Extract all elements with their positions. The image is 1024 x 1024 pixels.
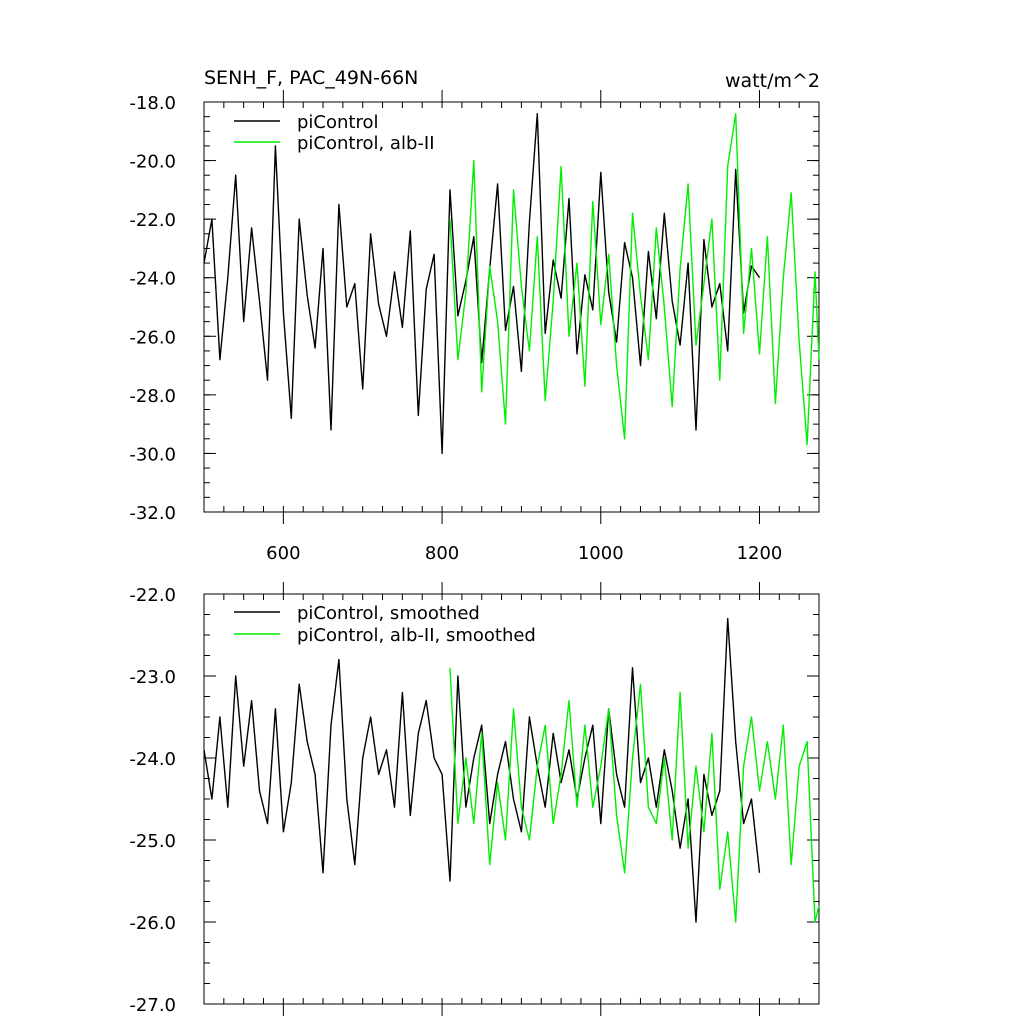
x-tick-label: 1000: [578, 543, 624, 564]
units-label: watt/m^2: [725, 70, 820, 92]
y-tick-label: -22.0: [129, 210, 176, 231]
series-line-alb-ii: [449, 667, 820, 923]
axis-ticks: [204, 90, 820, 524]
legend-label-picontrol-smoothed: piControl, smoothed: [297, 603, 480, 624]
legend: piControl, smoothed piControl, alb-II, s…: [234, 603, 536, 646]
y-tick-label: -20.0: [129, 152, 176, 173]
legend-label-alb: piControl, alb-II: [297, 133, 435, 154]
y-tick-label: -18.0: [129, 93, 176, 114]
y-tick-label: -28.0: [129, 386, 176, 407]
plot-frame: [203, 593, 820, 1005]
bottom-panel: -22.0 -23.0 -24.0 -25.0 -26.0 -27.0 piControl…: [129, 582, 820, 1016]
top-panel: SENH_F, PAC_49N-66N watt/m^2 -18.0-20.0-…: [129, 67, 820, 564]
series-lines: [203, 112, 820, 455]
series-line-alb-ii: [449, 112, 820, 446]
y-tick-label: -26.0: [129, 327, 176, 348]
axis-ticks: [204, 582, 820, 1016]
y-tick-label: -23.0: [129, 667, 176, 688]
x-tick-label: 600: [266, 543, 300, 564]
x-tick-label: 800: [425, 543, 459, 564]
x-tick-label: 1200: [737, 543, 783, 564]
legend-label-picontrol: piControl: [297, 112, 379, 133]
y-tick-label: -24.0: [129, 749, 176, 770]
y-tick-label: -26.0: [129, 913, 176, 934]
series-lines: [203, 617, 820, 923]
y-tick-label: -27.0: [129, 995, 176, 1016]
tick-labels: -18.0 -20.0 -22.0 -24.0 -26.0 -28.0 -30.0 -32.0…: [129, 93, 782, 564]
tick-labels: -22.0 -23.0 -24.0 -25.0 -26.0 -27.0: [129, 585, 176, 1016]
series-line-picontrol: [203, 112, 761, 455]
chart-title: SENH_F, PAC_49N-66N: [204, 67, 418, 89]
y-tick-label: -32.0: [129, 503, 176, 524]
y-tick-label: -24.0: [129, 269, 176, 290]
legend-label-alb-smoothed: piControl, alb-II, smoothed: [297, 625, 536, 646]
y-tick-label: -30.0: [129, 444, 176, 465]
legend: piControl piControl, alb-II: [234, 112, 435, 154]
series-line-picontrol: [203, 617, 761, 923]
y-tick-label: -25.0: [129, 831, 176, 852]
y-tick-label: -22.0: [129, 585, 176, 606]
